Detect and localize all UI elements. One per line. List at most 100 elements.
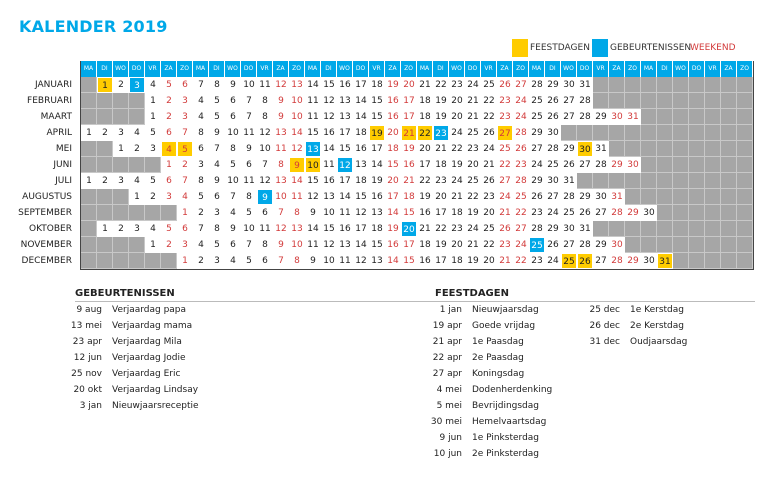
day-cell[interactable]: 5 xyxy=(177,141,193,157)
day-cell[interactable]: 14 xyxy=(387,208,399,218)
day-cell[interactable]: 13 xyxy=(371,256,383,266)
day-cell[interactable]: 20 xyxy=(387,176,399,186)
day-cell[interactable]: 21 xyxy=(499,208,511,218)
day-cell[interactable]: 30 xyxy=(547,176,559,186)
day-cell[interactable]: 23 xyxy=(499,240,511,250)
day-cell[interactable]: 3 xyxy=(198,160,204,170)
day-cell[interactable]: 31 xyxy=(595,144,607,154)
day-cell[interactable]: 5 xyxy=(166,224,172,234)
day-cell[interactable]: 22 xyxy=(467,192,479,202)
day-cell[interactable]: 13 xyxy=(371,208,383,218)
day-cell[interactable]: 21 xyxy=(467,96,479,106)
day-cell[interactable]: 27 xyxy=(515,224,527,234)
day-cell[interactable]: 19 xyxy=(387,80,399,90)
day-cell[interactable]: 7 xyxy=(198,80,204,90)
day-cell[interactable]: 16 xyxy=(387,240,399,250)
day-cell[interactable]: 20 xyxy=(451,240,463,250)
day-cell[interactable]: 28 xyxy=(579,240,591,250)
day-cell[interactable]: 1 xyxy=(166,160,172,170)
day-cell[interactable]: 24 xyxy=(499,192,511,202)
day-cell[interactable]: 8 xyxy=(198,176,204,186)
day-cell[interactable]: 13 xyxy=(291,80,303,90)
day-cell[interactable]: 15 xyxy=(339,144,351,154)
day-cell[interactable]: 9 xyxy=(214,128,220,138)
day-cell[interactable]: 28 xyxy=(579,112,591,122)
day-cell[interactable]: 17 xyxy=(403,96,415,106)
day-cell[interactable]: 16 xyxy=(419,256,431,266)
day-cell[interactable]: 10 xyxy=(227,176,239,186)
day-cell[interactable]: 10 xyxy=(323,256,335,266)
day-cell[interactable]: 19 xyxy=(435,96,447,106)
day-cell[interactable]: 4 xyxy=(198,96,204,106)
day-cell[interactable]: 16 xyxy=(355,144,367,154)
day-cell[interactable]: 16 xyxy=(403,160,415,170)
day-cell[interactable]: 1 xyxy=(150,96,156,106)
day-cell[interactable]: 6 xyxy=(166,176,172,186)
day-cell[interactable]: 24 xyxy=(451,176,463,186)
day-cell[interactable]: 19 xyxy=(419,192,431,202)
day-cell[interactable]: 7 xyxy=(246,112,252,122)
day-cell[interactable]: 22 xyxy=(435,224,447,234)
day-cell[interactable]: 7 xyxy=(262,160,268,170)
day-cell[interactable]: 22 xyxy=(419,176,431,186)
day-cell[interactable]: 11 xyxy=(275,144,287,154)
day-cell[interactable]: 10 xyxy=(243,224,255,234)
day-cell[interactable]: 9 xyxy=(230,224,236,234)
day-cell[interactable]: 6 xyxy=(230,96,236,106)
day-cell[interactable]: 28 xyxy=(531,224,543,234)
day-cell[interactable]: 18 xyxy=(371,224,383,234)
day-cell[interactable]: 2 xyxy=(134,144,140,154)
day-cell[interactable]: 16 xyxy=(339,224,351,234)
day-cell[interactable]: 3 xyxy=(182,96,188,106)
day-cell[interactable]: 17 xyxy=(355,80,367,90)
day-cell[interactable]: 13 xyxy=(275,128,287,138)
day-cell[interactable]: 5 xyxy=(246,208,252,218)
day-cell[interactable]: 24 xyxy=(515,96,527,106)
day-cell[interactable]: 17 xyxy=(387,192,399,202)
day-cell[interactable]: 7 xyxy=(182,128,188,138)
day-cell[interactable]: 28 xyxy=(547,144,559,154)
day-cell[interactable]: 6 xyxy=(246,160,252,170)
day-cell[interactable]: 24 xyxy=(483,144,495,154)
day-cell[interactable]: 5 xyxy=(150,128,156,138)
day-cell[interactable]: 18 xyxy=(387,144,399,154)
day-cell[interactable]: 21 xyxy=(499,256,511,266)
day-cell[interactable]: 13 xyxy=(339,96,351,106)
day-cell[interactable]: 2 xyxy=(102,128,108,138)
day-cell[interactable]: 8 xyxy=(214,224,220,234)
day-cell[interactable]: 22 xyxy=(499,160,511,170)
day-cell[interactable]: 4 xyxy=(134,128,140,138)
day-cell[interactable]: 17 xyxy=(435,208,447,218)
day-cell[interactable]: 17 xyxy=(403,112,415,122)
day-cell[interactable]: 11 xyxy=(243,128,255,138)
day-cell[interactable]: 10 xyxy=(227,128,239,138)
day-cell[interactable]: 6 xyxy=(182,80,188,90)
day-cell[interactable]: 16 xyxy=(419,208,431,218)
day-cell[interactable]: 24 xyxy=(531,160,543,170)
day-cell[interactable]: 30 xyxy=(577,141,593,157)
day-cell[interactable]: 22 xyxy=(483,240,495,250)
day-cell[interactable]: 16 xyxy=(323,128,335,138)
day-cell[interactable]: 14 xyxy=(291,128,303,138)
day-cell[interactable]: 29 xyxy=(627,256,639,266)
day-cell[interactable]: 18 xyxy=(435,160,447,170)
day-cell[interactable]: 2 xyxy=(166,112,172,122)
day-cell[interactable]: 21 xyxy=(435,144,447,154)
day-cell[interactable]: 12 xyxy=(259,128,271,138)
day-cell[interactable]: 10 xyxy=(291,112,303,122)
day-cell[interactable]: 17 xyxy=(339,128,351,138)
day-cell[interactable]: 31 xyxy=(627,112,639,122)
day-cell[interactable]: 31 xyxy=(563,176,575,186)
day-cell[interactable]: 27 xyxy=(595,208,607,218)
day-cell[interactable]: 16 xyxy=(339,80,351,90)
day-cell[interactable]: 6 xyxy=(182,224,188,234)
day-cell[interactable]: 8 xyxy=(262,112,268,122)
day-cell[interactable]: 10 xyxy=(259,144,271,154)
day-cell[interactable]: 15 xyxy=(323,224,335,234)
day-cell[interactable]: 28 xyxy=(595,160,607,170)
day-cell[interactable]: 6 xyxy=(166,128,172,138)
day-cell[interactable]: 23 xyxy=(451,80,463,90)
day-cell[interactable]: 3 xyxy=(214,256,220,266)
day-cell[interactable]: 8 xyxy=(278,160,284,170)
day-cell[interactable]: 22 xyxy=(515,208,527,218)
